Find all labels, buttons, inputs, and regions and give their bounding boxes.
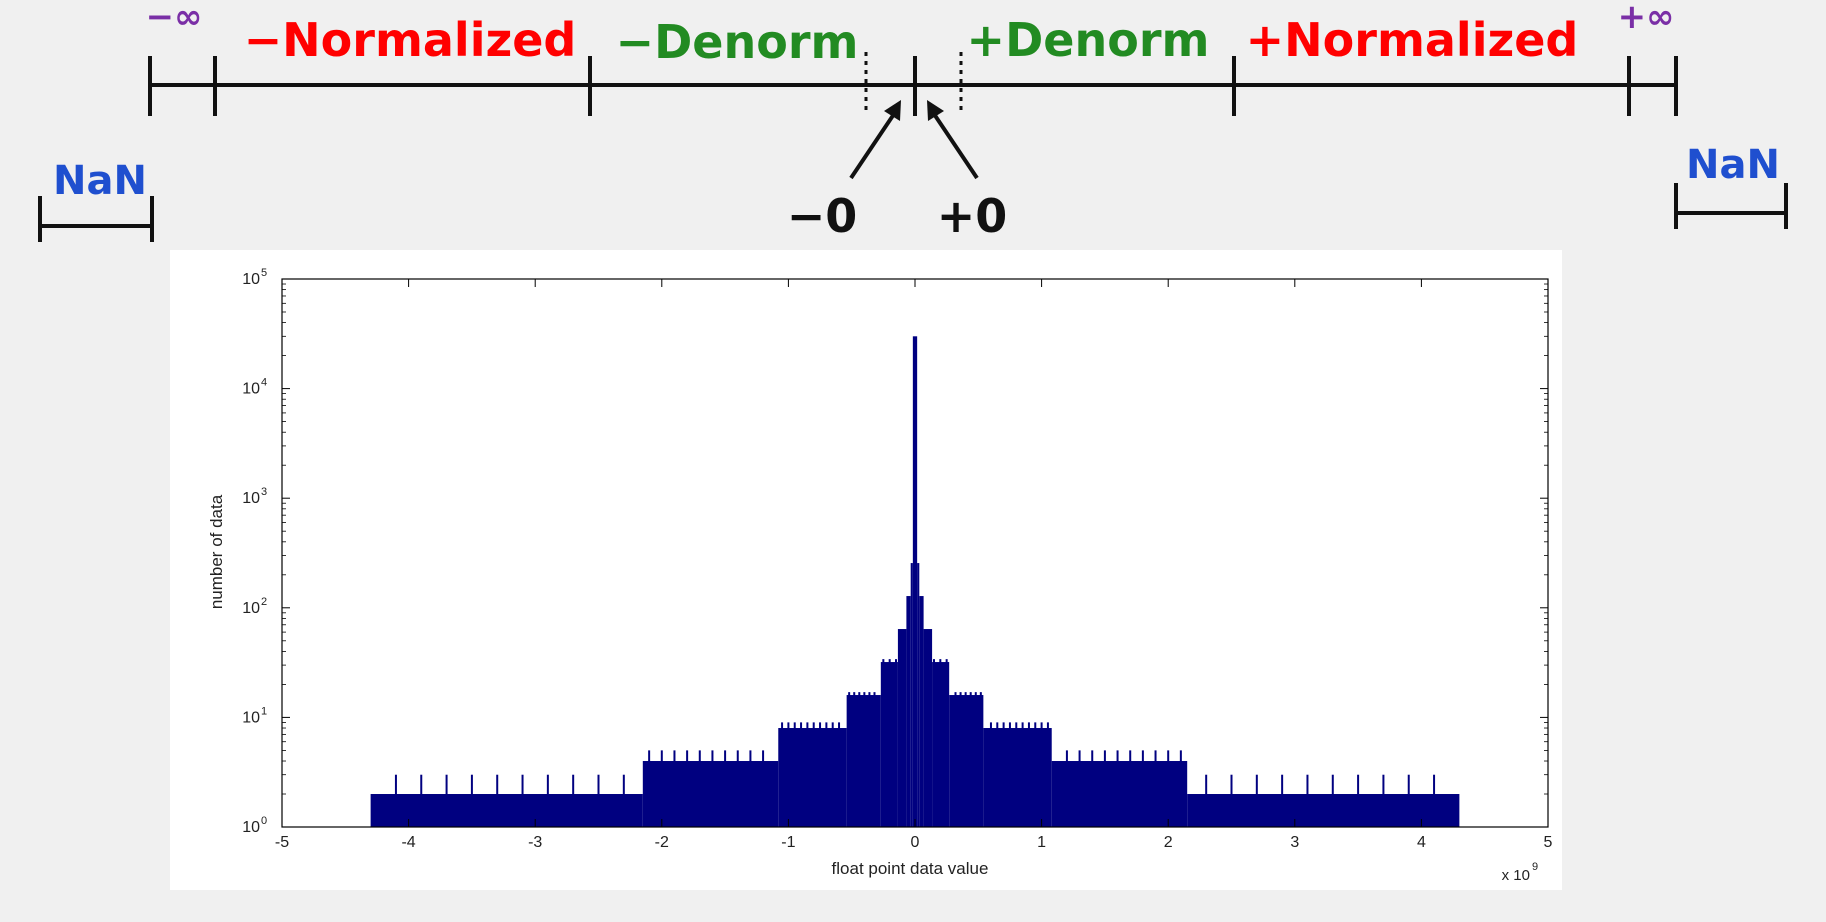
arrowhead-neg-zero xyxy=(884,100,901,121)
label-neg-normalized: −Normalized xyxy=(244,13,577,67)
label-pos-normalized: +Normalized xyxy=(1246,13,1579,67)
label-pos-inf: +∞ xyxy=(1618,0,1675,37)
histogram-bar-5 xyxy=(897,629,907,827)
x-tick-label-8: 3 xyxy=(1290,834,1299,851)
y-tick-exponent-5: 5 xyxy=(261,267,267,279)
histogram-bar-7 xyxy=(910,563,913,827)
x-tick-label-4: -1 xyxy=(781,834,795,851)
histogram-bar-9 xyxy=(917,563,920,827)
label-pos-denorm: +Denorm xyxy=(967,13,1210,67)
y-axis-label: number of data xyxy=(207,494,226,609)
x-tick-label-1: -4 xyxy=(401,834,415,851)
x-multiplier-label: x 10 xyxy=(1502,867,1530,884)
label-nan-left: NaN xyxy=(53,158,147,204)
label-neg-denorm: −Denorm xyxy=(616,15,859,69)
histogram-bar-15 xyxy=(1051,761,1188,827)
histogram-bar-0 xyxy=(370,794,643,827)
label-pos-zero: +0 xyxy=(937,189,1008,243)
histogram-bar-2 xyxy=(778,728,847,827)
histogram-bar-10 xyxy=(919,596,924,827)
y-tick-exponent-1: 1 xyxy=(261,705,267,717)
histogram-bar-1 xyxy=(642,761,779,827)
y-tick-exponent-0: 0 xyxy=(261,815,267,827)
x-tick-label-10: 5 xyxy=(1544,834,1553,851)
x-tick-label-9: 4 xyxy=(1417,834,1426,851)
histogram-bar-6 xyxy=(906,596,911,827)
y-tick-label-0: 10 xyxy=(242,819,260,836)
histogram-panel: -5 -4 -3 -2 -1 0 1 2 3 4 5 10 0 10 1 10 2 10 3 10 4 10 5 floa… xyxy=(170,250,1562,890)
y-tick-label-4: 10 xyxy=(242,381,260,398)
arrowhead-pos-zero xyxy=(927,100,944,121)
float-number-line-diagram: −∞ −Normalized −Denorm +Denorm +Normaliz… xyxy=(38,0,1788,243)
label-nan-right: NaN xyxy=(1686,142,1780,188)
y-tick-label-3: 10 xyxy=(242,490,260,507)
x-tick-label-2: -3 xyxy=(528,834,542,851)
label-neg-inf: −∞ xyxy=(146,0,203,37)
y-tick-label-1: 10 xyxy=(242,709,260,726)
histogram-bar-8 xyxy=(912,336,918,827)
y-tick-exponent-4: 4 xyxy=(261,377,267,389)
histogram-bars xyxy=(370,336,1460,827)
x-multiplier-exponent: 9 xyxy=(1532,861,1538,873)
label-neg-zero: −0 xyxy=(787,189,858,243)
histogram-spikes xyxy=(394,659,1436,827)
x-tick-label-3: -2 xyxy=(655,834,669,851)
x-tick-label-7: 2 xyxy=(1164,834,1173,851)
x-axis-label: float point data value xyxy=(832,859,989,878)
y-tick-exponent-3: 3 xyxy=(261,486,267,498)
x-tick-label-6: 1 xyxy=(1037,834,1046,851)
x-tick-label-5: 0 xyxy=(911,834,920,851)
arrow-pos-zero xyxy=(928,106,979,180)
histogram-bar-11 xyxy=(923,629,933,827)
x-tick-label-0: -5 xyxy=(275,834,289,851)
histogram-bar-14 xyxy=(983,728,1052,827)
y-tick-label-2: 10 xyxy=(242,600,260,617)
x-axis-ticks: -5 -4 -3 -2 -1 0 1 2 3 4 5 xyxy=(275,279,1553,851)
y-tick-exponent-2: 2 xyxy=(261,596,267,608)
histogram-bar-16 xyxy=(1187,794,1460,827)
arrow-neg-zero xyxy=(849,106,900,180)
y-tick-label-5: 10 xyxy=(242,271,260,288)
